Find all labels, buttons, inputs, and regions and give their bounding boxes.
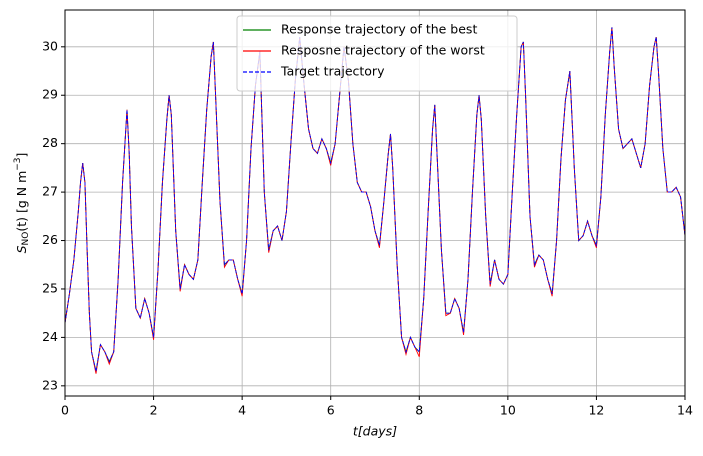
x-tick-label: 6 xyxy=(327,403,335,418)
legend-label: Resposne trajectory of the worst xyxy=(281,43,485,58)
y-label-sub: NO xyxy=(21,232,31,246)
y-tick-label: 27 xyxy=(42,184,58,199)
legend: Response trajectory of the best Resposne … xyxy=(236,15,518,92)
x-tick-label: 12 xyxy=(588,403,604,418)
y-tick-label: 30 xyxy=(42,38,58,53)
axes-frame xyxy=(64,9,686,397)
y-label-part: ] xyxy=(14,153,29,158)
legend-label: Response trajectory of the best xyxy=(281,22,477,37)
x-tick-label: 14 xyxy=(677,403,693,418)
plot-lines xyxy=(65,27,685,374)
legend-label: Target trajectory xyxy=(280,64,385,79)
y-tick-label: 24 xyxy=(42,329,58,344)
y-tick-label: 29 xyxy=(42,87,58,102)
series-line xyxy=(65,27,685,372)
x-tick-label: 0 xyxy=(61,403,69,418)
y-tick-label: 26 xyxy=(42,232,58,247)
y-tick-label: 28 xyxy=(42,135,58,150)
y-label-sup: −3 xyxy=(13,157,23,170)
x-tick-label: 8 xyxy=(415,403,423,418)
x-tick-label: 2 xyxy=(150,403,158,418)
legend-box xyxy=(236,15,518,92)
y-tick-label: 23 xyxy=(42,377,58,392)
y-tick-label: 25 xyxy=(42,280,58,295)
x-tick-label: 4 xyxy=(238,403,246,418)
y-label-part: S xyxy=(14,245,29,253)
x-axis-label: t[days] xyxy=(353,424,397,439)
y-axis-label: SNO(t) [g N m−3] xyxy=(13,153,31,254)
x-tick-label: 10 xyxy=(500,403,516,418)
y-label-part: (t) [g N m xyxy=(14,171,29,232)
